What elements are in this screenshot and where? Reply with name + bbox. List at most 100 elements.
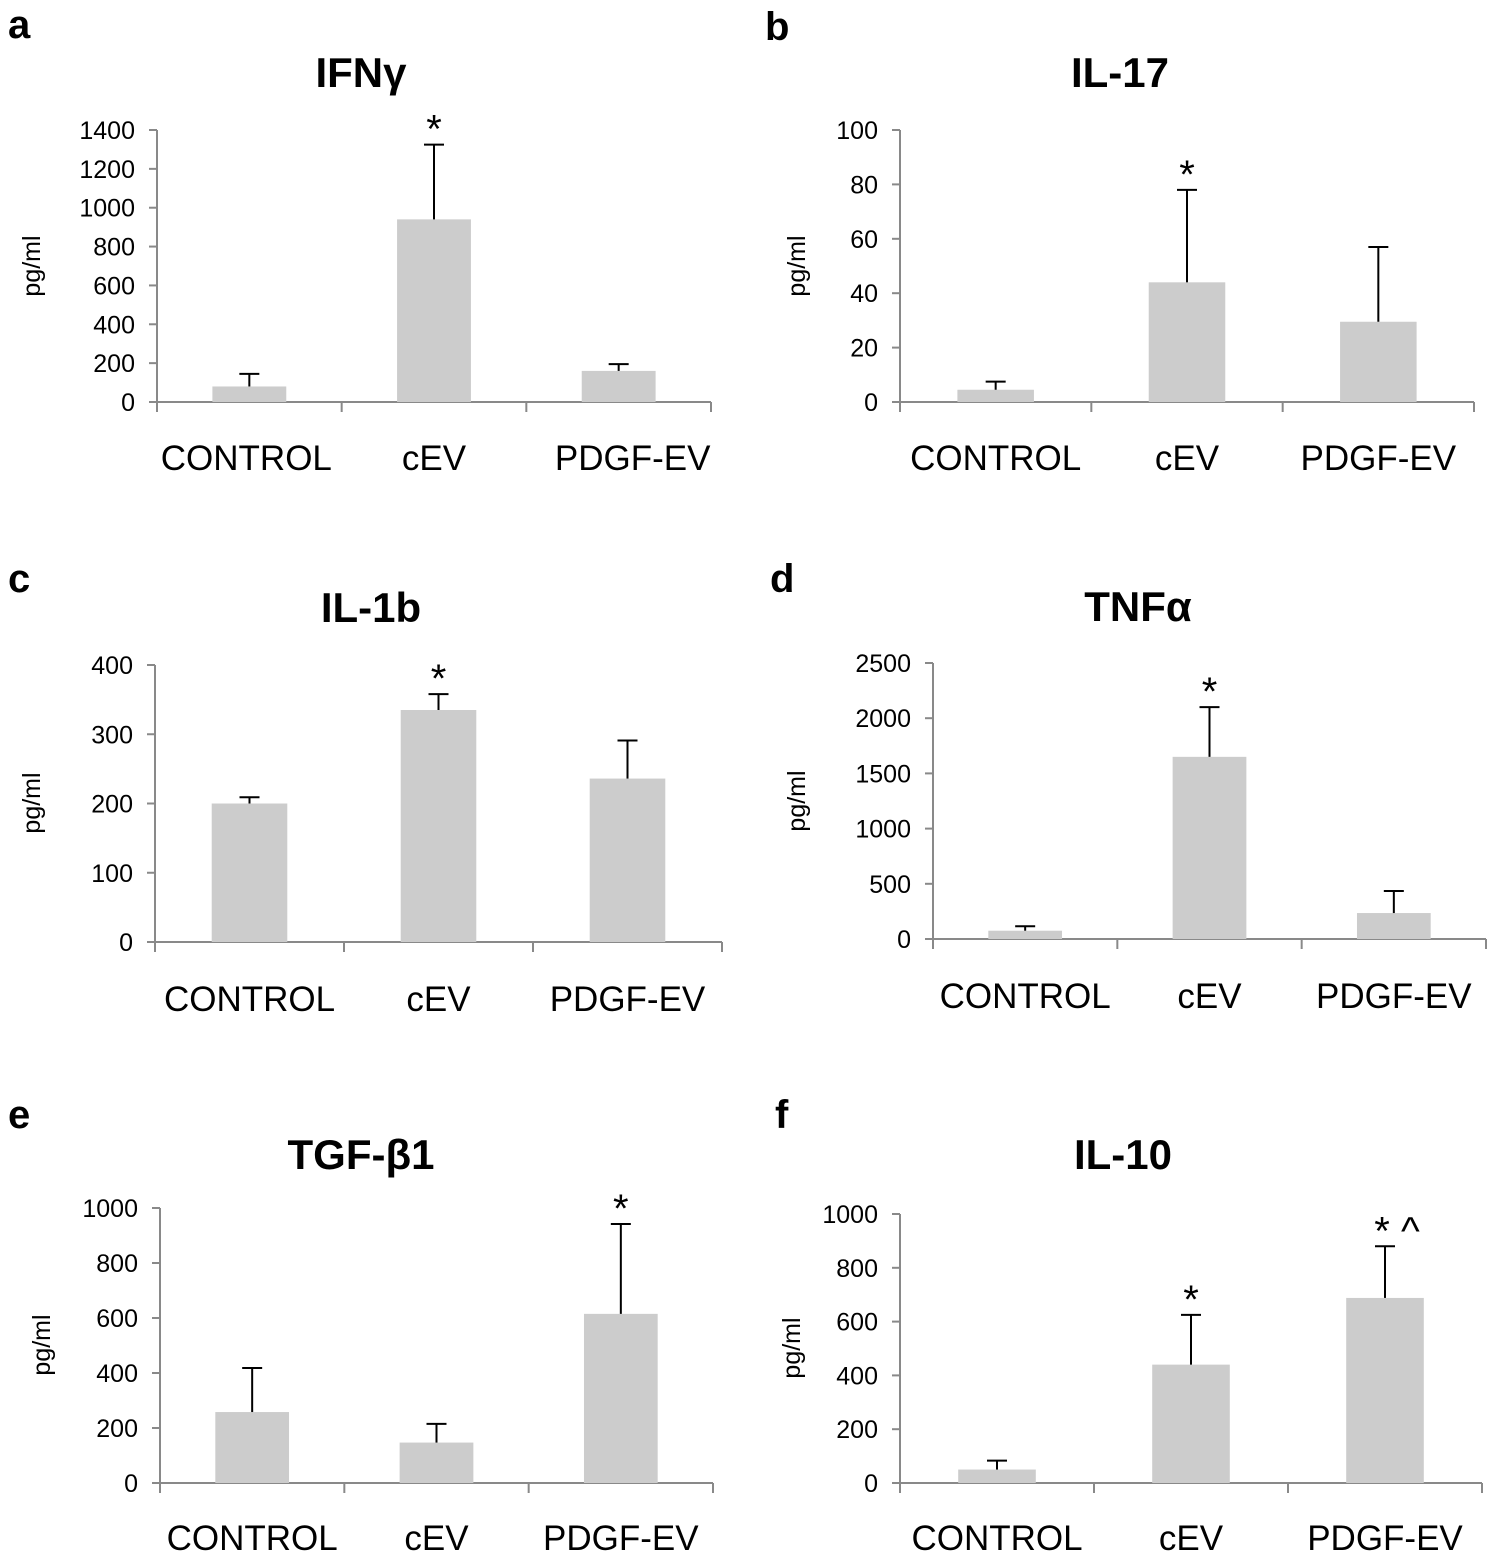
chart-title: IFNγ <box>315 49 407 96</box>
y-tick-label: 800 <box>836 1255 878 1283</box>
y-tick-label: 800 <box>96 1250 138 1278</box>
bar-cev <box>1148 282 1226 402</box>
y-tick-label: 600 <box>836 1309 878 1337</box>
y-tick-label: 1000 <box>82 1195 138 1223</box>
y-tick-label: 400 <box>96 1360 138 1388</box>
y-tick-label: 500 <box>869 871 911 899</box>
y-tick-label: 40 <box>850 280 878 308</box>
panel-f: f IL-10 pg/ml 0 200 400 600 800 1000 CONTROL cEV * P… <box>775 1093 1483 1558</box>
category-label: PDGF-EV <box>550 980 706 1019</box>
category-label: CONTROL <box>911 1519 1082 1558</box>
significance-marker: * <box>1183 1278 1199 1322</box>
chart-title: TNFα <box>1084 583 1192 630</box>
y-tick-label: 100 <box>836 117 878 145</box>
category-label: PDGF-EV <box>555 439 711 478</box>
bar-control <box>958 1469 1036 1483</box>
bar-pdgf-ev <box>583 1313 658 1483</box>
chart-title: IL-17 <box>1071 49 1169 96</box>
category-label: PDGF-EV <box>543 1519 699 1558</box>
bar-control <box>212 386 287 402</box>
category-label: cEV <box>404 1519 469 1558</box>
bar-control <box>957 389 1034 402</box>
y-tick-label: 60 <box>850 226 878 254</box>
panel-letter: f <box>775 1093 789 1137</box>
bar-pdgf-ev <box>1346 1297 1424 1483</box>
y-tick-label: 600 <box>93 272 135 300</box>
y-tick-label: 100 <box>91 860 133 888</box>
y-tick-label: 800 <box>93 234 135 262</box>
category-label: PDGF-EV <box>1316 977 1472 1016</box>
category-label: cEV <box>1159 1519 1224 1558</box>
bar-cev <box>397 219 471 402</box>
bar-control <box>211 803 288 942</box>
y-tick-label: 1400 <box>79 117 135 145</box>
panel-a: a IFNγ pg/ml 0 200 400 600 800 1000 1200 1400 CONTR… <box>8 3 712 478</box>
y-tick-label: 400 <box>91 652 133 680</box>
y-tick-label: 200 <box>96 1415 138 1443</box>
significance-marker: * <box>1202 670 1218 714</box>
category-label: PDGF-EV <box>1307 1519 1463 1558</box>
bar-pdgf-ev <box>589 778 666 942</box>
y-tick-label: 0 <box>121 389 135 417</box>
panel-letter: c <box>8 557 30 601</box>
y-tick-label: 1200 <box>79 156 135 184</box>
y-tick-label: 200 <box>91 791 133 819</box>
category-label: cEV <box>402 439 467 478</box>
y-axis-label: pg/ml <box>778 1317 806 1378</box>
category-label: cEV <box>406 980 471 1019</box>
y-tick-label: 600 <box>96 1305 138 1333</box>
category-label: CONTROL <box>910 439 1081 478</box>
bar-cev <box>1152 1364 1230 1483</box>
y-tick-label: 1500 <box>855 760 911 788</box>
significance-marker: * <box>613 1187 629 1231</box>
chart-title: IL-10 <box>1074 1131 1172 1178</box>
y-tick-label: 400 <box>93 311 135 339</box>
bar-pdgf-ev <box>1356 913 1431 939</box>
panel-letter: e <box>8 1093 30 1137</box>
panel-e: e TGF-β1 pg/ml 0 200 400 600 800 1000 CONTROL cEV P… <box>8 1093 714 1558</box>
y-tick-label: 0 <box>864 1470 878 1498</box>
category-label: cEV <box>1177 977 1242 1016</box>
category-label: CONTROL <box>164 980 335 1019</box>
y-tick-label: 200 <box>93 350 135 378</box>
y-tick-label: 2500 <box>855 650 911 678</box>
panel-b: b IL-17 pg/ml 0 20 40 60 80 100 CONTROL cEV * PDGF-E… <box>765 5 1475 478</box>
bar-pdgf-ev <box>581 370 656 402</box>
y-axis-label: pg/ml <box>783 770 811 831</box>
category-label: CONTROL <box>161 439 332 478</box>
y-tick-label: 1000 <box>822 1201 878 1229</box>
y-tick-label: 300 <box>91 721 133 749</box>
y-tick-label: 0 <box>124 1470 138 1498</box>
category-label: PDGF-EV <box>1301 439 1457 478</box>
y-tick-label: 0 <box>864 389 878 417</box>
y-tick-label: 1000 <box>79 195 135 223</box>
y-axis-label: pg/ml <box>783 235 811 296</box>
significance-marker: * ^ <box>1374 1209 1420 1253</box>
y-tick-label: 0 <box>897 926 911 954</box>
panel-d: d TNFα pg/ml 0 500 1000 1500 2000 2500 CONTROL cEV… <box>770 557 1487 1016</box>
bar-control <box>988 930 1063 939</box>
bar-pdgf-ev <box>1340 321 1417 402</box>
y-axis-label: pg/ml <box>28 1314 56 1375</box>
panel-c: c IL-1b pg/ml 0 100 200 300 400 CONTROL cEV * PDGF-… <box>8 557 723 1019</box>
y-tick-label: 400 <box>836 1362 878 1390</box>
category-label: cEV <box>1155 439 1220 478</box>
y-axis-label: pg/ml <box>18 235 46 296</box>
y-axis-label: pg/ml <box>18 772 46 833</box>
panel-letter: a <box>8 3 31 47</box>
y-tick-label: 200 <box>836 1416 878 1444</box>
y-tick-label: 2000 <box>855 705 911 733</box>
significance-marker: * <box>426 108 442 152</box>
panel-letter: d <box>770 557 794 601</box>
panel-letter: b <box>765 5 789 49</box>
chart-title: TGF-β1 <box>288 1131 435 1178</box>
category-label: CONTROL <box>940 977 1111 1016</box>
significance-marker: * <box>1179 153 1195 197</box>
y-tick-label: 0 <box>119 929 133 957</box>
y-tick-label: 1000 <box>855 816 911 844</box>
chart-title: IL-1b <box>321 584 421 631</box>
bar-cev <box>400 710 477 942</box>
bar-cev <box>399 1442 474 1483</box>
bar-cev <box>1172 756 1247 939</box>
